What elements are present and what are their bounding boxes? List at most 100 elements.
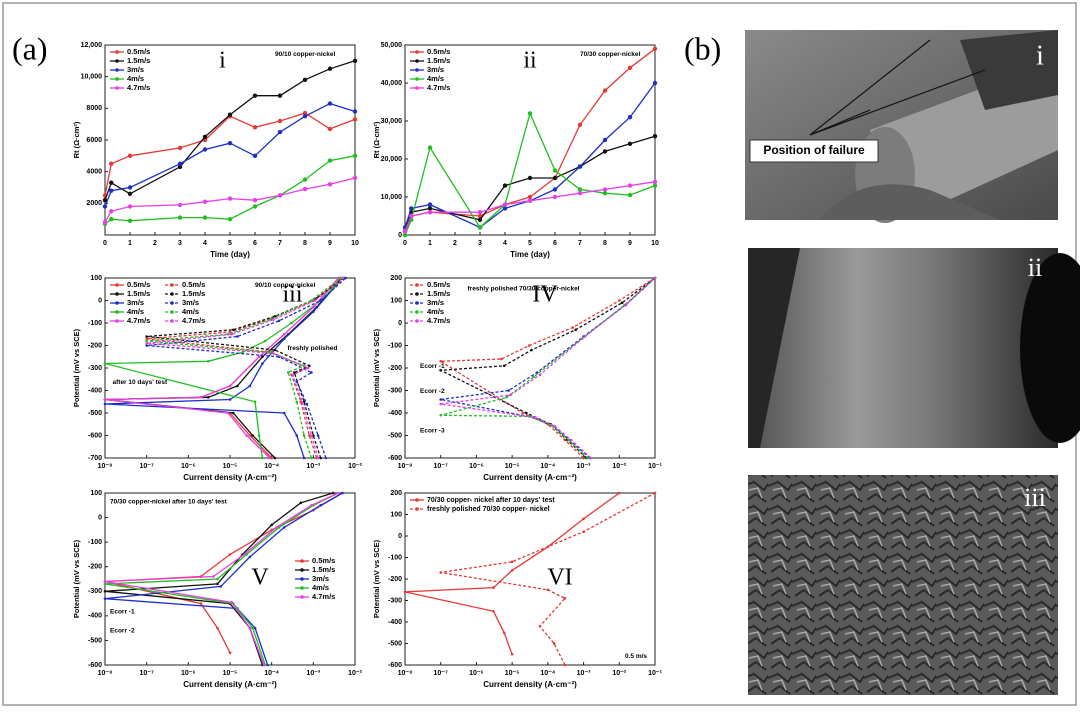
data-point	[263, 339, 267, 343]
panel-label: (b)	[684, 30, 721, 66]
annotation: 70/30 copper-nickel	[580, 51, 641, 58]
data-point	[586, 456, 589, 460]
y-tick-label: 20,000	[381, 156, 403, 163]
y-axis-label: Rt (Ω·cm²)	[72, 121, 81, 158]
data-point	[103, 402, 107, 406]
plot-frame	[404, 492, 656, 666]
y-tick-label: 200	[390, 490, 402, 497]
panel-label: iii	[282, 282, 302, 308]
x-tick-label: 4	[503, 240, 507, 247]
y-tick-label: 0	[398, 320, 402, 327]
legend-marker	[170, 301, 174, 305]
x-tick-label: 10⁻⁶	[469, 463, 484, 470]
data-point	[219, 585, 223, 588]
data-point	[339, 276, 342, 280]
data-point	[532, 375, 535, 379]
data-point	[535, 371, 539, 374]
image-ii: ii	[748, 248, 1080, 448]
data-point	[145, 339, 148, 343]
data-point	[477, 217, 483, 222]
image-label: ii	[1028, 253, 1042, 282]
data-point	[227, 196, 233, 201]
data-point	[553, 425, 557, 428]
data-point	[236, 384, 239, 388]
x-tick-label: 6	[253, 240, 257, 247]
data-point	[602, 88, 608, 93]
y-axis-label: Rt (Ω·cm²)	[372, 121, 381, 158]
data-point	[341, 491, 344, 495]
y-tick-label: -200	[388, 365, 402, 372]
x-tick-label: 10⁻⁵	[223, 463, 238, 470]
data-point	[109, 188, 114, 193]
legend-label: 1.5m/s	[127, 56, 150, 65]
x-tick-label: 3	[178, 240, 182, 247]
legend-label: 3m/s	[427, 65, 444, 74]
data-point	[552, 194, 558, 200]
data-point	[251, 434, 254, 437]
y-tick-label: -600	[88, 662, 102, 669]
data-point	[277, 118, 283, 124]
data-point	[248, 434, 252, 437]
data-point	[291, 373, 295, 377]
data-point	[295, 400, 299, 404]
series-line	[146, 277, 343, 459]
data-point	[352, 117, 358, 122]
data-point	[302, 77, 308, 83]
y-tick-label: -100	[388, 342, 402, 349]
annotation: freshly polished	[288, 345, 338, 352]
data-point	[227, 112, 233, 117]
data-point	[248, 384, 252, 388]
annotation: freshly polished 70/30 copper-nickel	[468, 286, 580, 293]
data-point	[521, 411, 525, 415]
data-point	[500, 357, 503, 361]
image-label: iii	[1024, 483, 1046, 512]
data-point	[653, 276, 657, 280]
data-point	[439, 402, 443, 406]
x-tick-label: 7	[578, 240, 582, 247]
series-line	[438, 277, 656, 459]
data-point	[202, 199, 208, 204]
y-tick-label: -300	[388, 597, 402, 604]
data-point	[248, 626, 252, 630]
data-point	[567, 438, 570, 442]
data-point	[216, 582, 219, 586]
data-point	[402, 232, 408, 238]
data-point	[552, 642, 556, 645]
x-tick-label: 2	[153, 240, 157, 247]
x-tick-label: 10⁻⁶	[181, 670, 196, 677]
data-point	[226, 411, 230, 415]
data-point	[199, 602, 203, 605]
data-point	[439, 359, 443, 363]
series-line	[146, 277, 345, 459]
data-point	[102, 204, 108, 209]
data-point	[319, 299, 322, 302]
x-tick-label: 10⁻⁵	[505, 463, 520, 470]
data-point	[538, 373, 542, 377]
legend-label: 4m/s	[182, 307, 199, 316]
data-point	[577, 191, 583, 196]
data-point	[352, 175, 358, 181]
x-tick-label: 10⁻¹	[648, 463, 662, 470]
x-tick-label: 10⁻⁵	[223, 670, 238, 677]
y-tick-label: -600	[388, 662, 402, 669]
data-point	[627, 192, 633, 198]
data-point	[103, 597, 107, 600]
x-tick-label: 10⁻⁴	[540, 670, 555, 677]
data-point	[261, 456, 264, 460]
legend-marker	[415, 310, 419, 314]
data-point	[228, 398, 232, 401]
panel-label: VI	[547, 565, 572, 591]
data-point	[569, 438, 573, 442]
x-tick-label: 10⁻⁸	[398, 670, 413, 677]
series-line	[404, 135, 656, 232]
data-point	[202, 215, 208, 220]
legend-marker	[415, 283, 419, 287]
data-point	[589, 456, 593, 460]
y-tick-label: 6000	[86, 137, 102, 144]
x-tick-label: 10⁻⁷	[434, 670, 448, 677]
x-axis-label: Time (day)	[210, 250, 250, 259]
legend-label: 4.7m/s	[127, 83, 150, 92]
x-tick-label: 10⁻⁷	[434, 463, 448, 470]
legend-marker	[415, 498, 419, 502]
series-line	[104, 277, 343, 459]
